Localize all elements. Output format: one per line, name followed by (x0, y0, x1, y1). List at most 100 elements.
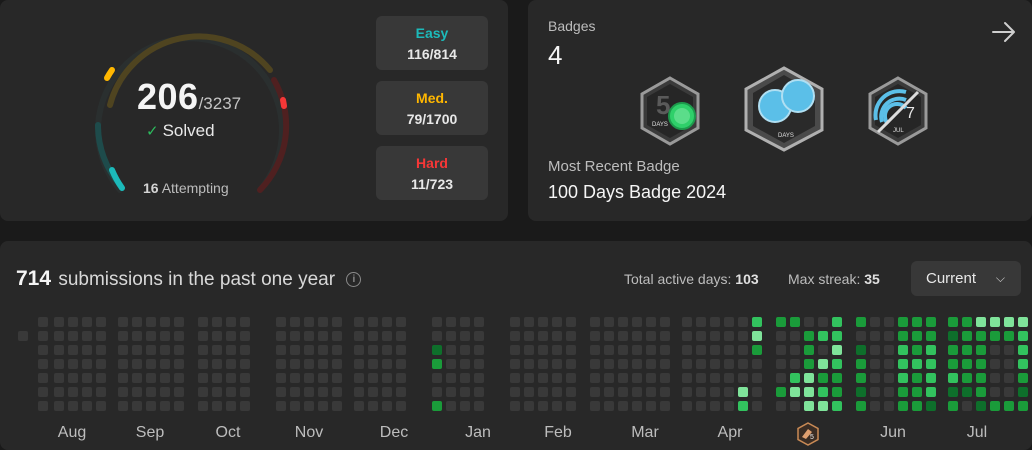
heatmap-cell[interactable] (818, 317, 828, 327)
heatmap-cell[interactable] (1004, 373, 1014, 383)
heatmap-cell[interactable] (790, 387, 800, 397)
heatmap-cell[interactable] (354, 359, 364, 369)
heatmap-cell[interactable] (368, 401, 378, 411)
heatmap-cell[interactable] (18, 387, 28, 397)
heatmap-cell[interactable] (738, 387, 748, 397)
heatmap-cell[interactable] (396, 359, 406, 369)
heatmap-cell[interactable] (832, 373, 842, 383)
heatmap-cell[interactable] (976, 331, 986, 341)
heatmap-cell[interactable] (432, 387, 442, 397)
heatmap-cell[interactable] (752, 373, 762, 383)
heatmap-cell[interactable] (96, 317, 106, 327)
heatmap-cell[interactable] (990, 373, 1000, 383)
heatmap-cell[interactable] (566, 345, 576, 355)
heatmap-cell[interactable] (790, 401, 800, 411)
heatmap-cell[interactable] (118, 331, 128, 341)
heatmap-cell[interactable] (990, 387, 1000, 397)
heatmap-cell[interactable] (174, 317, 184, 327)
heatmap-cell[interactable] (460, 345, 470, 355)
heatmap-cell[interactable] (160, 317, 170, 327)
heatmap-cell[interactable] (682, 373, 692, 383)
heatmap-cell[interactable] (54, 331, 64, 341)
heatmap-cell[interactable] (382, 359, 392, 369)
heatmap-cell[interactable] (276, 317, 286, 327)
heatmap-cell[interactable] (174, 345, 184, 355)
heatmap-cell[interactable] (368, 317, 378, 327)
heatmap-cell[interactable] (368, 373, 378, 383)
heatmap-cell[interactable] (524, 401, 534, 411)
heatmap-cell[interactable] (590, 317, 600, 327)
heatmap-cell[interactable] (460, 317, 470, 327)
heatmap-cell[interactable] (818, 387, 828, 397)
heatmap-cell[interactable] (884, 345, 894, 355)
heatmap-cell[interactable] (566, 401, 576, 411)
heatmap-cell[interactable] (870, 373, 880, 383)
heatmap-cell[interactable] (566, 359, 576, 369)
heatmap-cell[interactable] (884, 359, 894, 369)
heatmap-cell[interactable] (962, 387, 972, 397)
heatmap-cell[interactable] (290, 359, 300, 369)
heatmap-cell[interactable] (776, 331, 786, 341)
heatmap-cell[interactable] (160, 373, 170, 383)
heatmap-cell[interactable] (132, 401, 142, 411)
heatmap-cell[interactable] (804, 317, 814, 327)
heatmap-cell[interactable] (212, 317, 222, 327)
heatmap-cell[interactable] (118, 401, 128, 411)
heatmap-cell[interactable] (832, 359, 842, 369)
heatmap-cell[interactable] (566, 387, 576, 397)
heatmap-cell[interactable] (856, 345, 866, 355)
heatmap-cell[interactable] (240, 331, 250, 341)
heatmap-cell[interactable] (132, 317, 142, 327)
heatmap-cell[interactable] (604, 373, 614, 383)
heatmap-cell[interactable] (510, 359, 520, 369)
heatmap-cell[interactable] (710, 345, 720, 355)
heatmap-cell[interactable] (226, 387, 236, 397)
heatmap-cell[interactable] (618, 401, 628, 411)
heatmap-cell[interactable] (68, 387, 78, 397)
heatmap-cell[interactable] (318, 345, 328, 355)
heatmap-cell[interactable] (118, 345, 128, 355)
heatmap-cell[interactable] (790, 331, 800, 341)
heatmap-cell[interactable] (724, 373, 734, 383)
heatmap-cell[interactable] (710, 317, 720, 327)
heatmap-cell[interactable] (856, 317, 866, 327)
heatmap-cell[interactable] (804, 373, 814, 383)
heatmap-cell[interactable] (18, 317, 28, 327)
heatmap-cell[interactable] (682, 401, 692, 411)
heatmap-cell[interactable] (696, 373, 706, 383)
heatmap-cell[interactable] (474, 331, 484, 341)
heatmap-cell[interactable] (752, 401, 762, 411)
heatmap-cell[interactable] (174, 331, 184, 341)
heatmap-cell[interactable] (832, 401, 842, 411)
heatmap-cell[interactable] (510, 373, 520, 383)
heatmap-cell[interactable] (382, 317, 392, 327)
heatmap-cell[interactable] (632, 317, 642, 327)
heatmap-cell[interactable] (856, 331, 866, 341)
heatmap-cell[interactable] (926, 401, 936, 411)
heatmap-cell[interactable] (660, 331, 670, 341)
heatmap-cell[interactable] (212, 359, 222, 369)
heatmap-cell[interactable] (990, 401, 1000, 411)
july-badge-icon[interactable]: 7 JUL (866, 76, 930, 146)
heatmap-cell[interactable] (1018, 373, 1028, 383)
heatmap-cell[interactable] (382, 345, 392, 355)
heatmap-cell[interactable] (146, 359, 156, 369)
heatmap-cell[interactable] (552, 345, 562, 355)
heatmap-cell[interactable] (870, 331, 880, 341)
heatmap-cell[interactable] (724, 387, 734, 397)
heatmap-cell[interactable] (212, 331, 222, 341)
heatmap-cell[interactable] (552, 317, 562, 327)
heatmap-cell[interactable] (382, 401, 392, 411)
heatmap-cell[interactable] (174, 359, 184, 369)
heatmap-cell[interactable] (82, 387, 92, 397)
heatmap-cell[interactable] (976, 373, 986, 383)
heatmap-cell[interactable] (160, 331, 170, 341)
heatmap-cell[interactable] (552, 387, 562, 397)
heatmap-cell[interactable] (132, 373, 142, 383)
heatmap-cell[interactable] (54, 373, 64, 383)
heatmap-cell[interactable] (146, 401, 156, 411)
heatmap-cell[interactable] (18, 401, 28, 411)
heatmap-cell[interactable] (212, 387, 222, 397)
heatmap-cell[interactable] (926, 359, 936, 369)
heatmap-cell[interactable] (368, 331, 378, 341)
